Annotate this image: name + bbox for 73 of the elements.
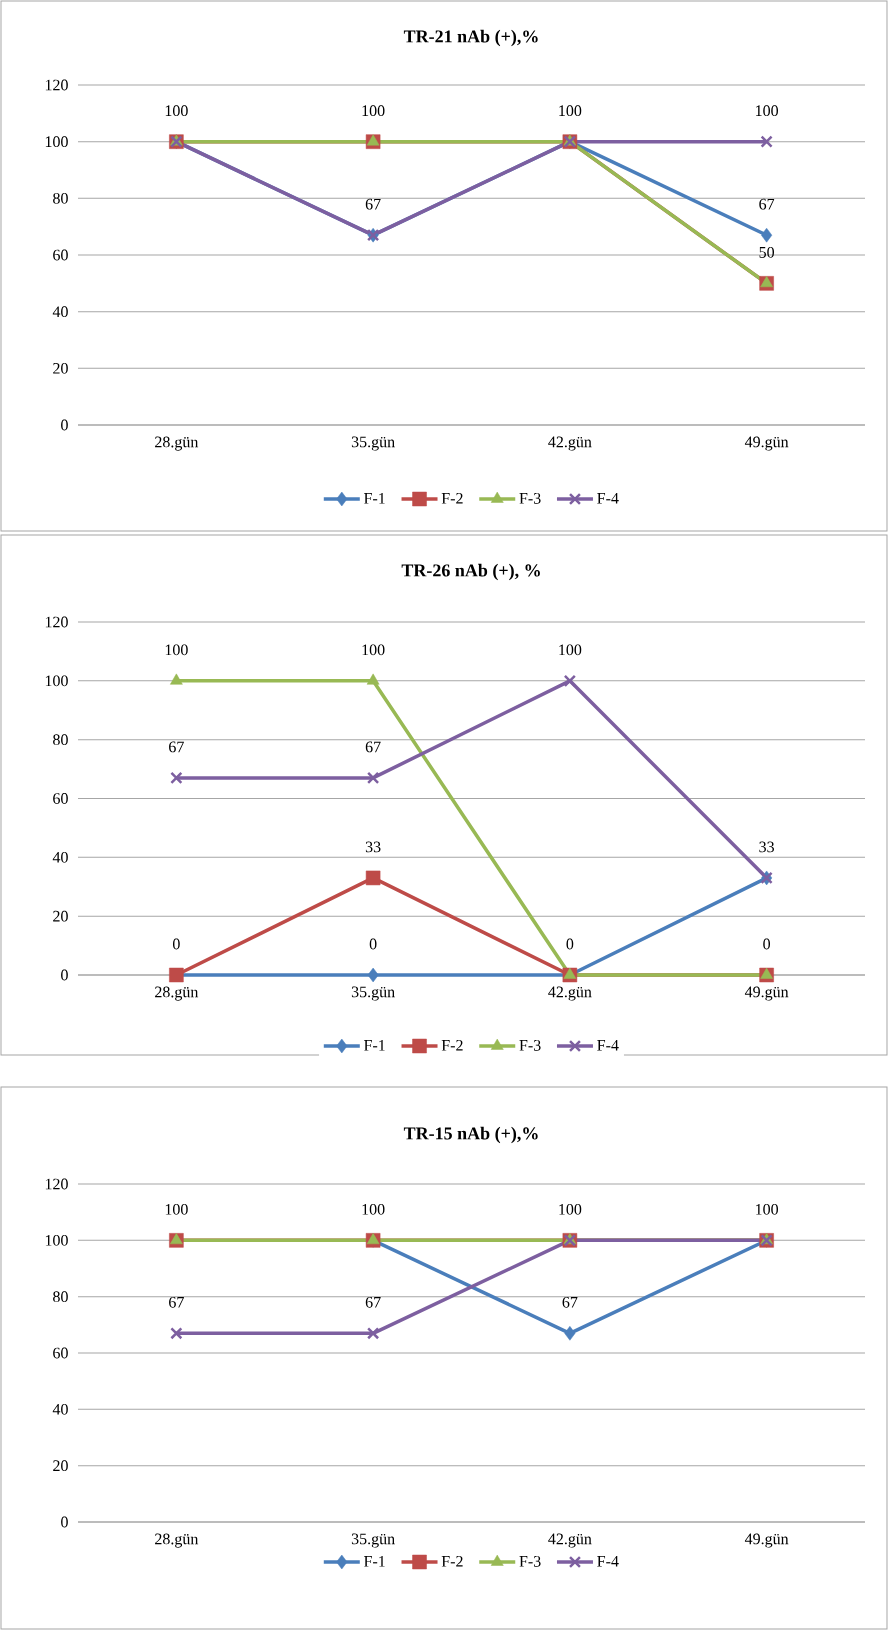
data-label: 100: [559, 644, 582, 656]
y-tick-label: 120: [45, 79, 68, 91]
x-tick-label: 35.gün: [351, 986, 395, 1001]
data-label: 67: [759, 198, 775, 210]
x-tick-label: 28.gün: [155, 436, 199, 451]
y-tick-label: 40: [52, 851, 68, 863]
data-label: 67: [562, 1296, 578, 1308]
y-tick-label: 20: [53, 1460, 68, 1472]
legend-label: F-1: [364, 1555, 385, 1567]
data-label: 0: [763, 938, 771, 950]
data-label: 33: [759, 841, 774, 853]
y-tick-label: 0: [61, 969, 68, 981]
y-tick-label: 100: [45, 675, 68, 687]
x-tick-label: 42.gün: [548, 436, 592, 451]
y-tick-label: 80: [53, 192, 68, 204]
y-tick-label: 60: [53, 249, 68, 261]
data-label: 100: [362, 1203, 385, 1215]
data-label: 67: [365, 741, 381, 753]
y-tick-label: 100: [45, 136, 68, 148]
x-tick-label: 49.gün: [744, 1533, 789, 1548]
legend-label: F-2: [441, 1555, 463, 1567]
legend-label: F-4: [597, 493, 619, 504]
legend-label: F-4: [597, 1556, 619, 1567]
data-label: 67: [365, 198, 381, 210]
x-tick-label: 28.gün: [155, 986, 199, 1001]
data-label: 100: [165, 105, 188, 117]
data-label: 100: [362, 105, 385, 117]
y-tick-label: 60: [53, 1347, 68, 1359]
legend-label: F-3: [519, 1555, 541, 1567]
x-tick-label: 28.gün: [155, 1533, 199, 1548]
data-label: 0: [172, 938, 180, 950]
y-tick-label: 60: [53, 793, 68, 804]
y-tick-label: 0: [61, 1516, 68, 1528]
data-label: 67: [169, 741, 184, 753]
data-label: 50: [759, 246, 775, 258]
x-tick-label: 42.gün: [548, 986, 592, 1001]
data-label: 100: [165, 1203, 188, 1215]
legend-label: F-1: [364, 1039, 385, 1051]
y-tick-label: 40: [52, 306, 68, 318]
y-tick-label: 80: [53, 734, 68, 746]
data-label: 100: [756, 1203, 779, 1215]
y-tick-label: 0: [61, 419, 68, 431]
legend-label: F-1: [364, 492, 385, 504]
data-label: 100: [362, 644, 385, 656]
data-label: 100: [165, 644, 188, 656]
chart-title: TR-15 nAb (+),%: [403, 1126, 538, 1144]
x-tick-label: 42.gün: [548, 1533, 592, 1548]
legend-label: F-4: [597, 1040, 619, 1051]
legend-label: F-2: [441, 1039, 463, 1051]
chart-title: TR-21 nAb (+),%: [403, 29, 538, 47]
y-tick-label: 20: [53, 362, 68, 374]
y-tick-label: 120: [45, 616, 68, 628]
legend-label: F-2: [441, 492, 463, 504]
x-tick-label: 49.gün: [744, 986, 789, 1001]
data-label: 67: [365, 1296, 381, 1308]
data-label: 100: [559, 105, 582, 117]
y-tick-label: 40: [52, 1403, 68, 1415]
legend-label: F-3: [519, 492, 541, 504]
y-tick-label: 80: [53, 1291, 68, 1303]
x-tick-label: 49.gün: [744, 436, 789, 451]
data-label: 100: [756, 105, 779, 117]
data-label: 0: [566, 938, 574, 950]
chart-title: TR-26 nAb (+), %: [401, 563, 540, 581]
y-tick-label: 100: [45, 1234, 68, 1246]
data-label: 67: [169, 1296, 184, 1308]
legend-label: F-3: [519, 1039, 541, 1051]
y-tick-label: 20: [53, 910, 68, 922]
data-label: 33: [365, 841, 381, 853]
data-label: 100: [559, 1203, 582, 1215]
y-tick-label: 120: [45, 1178, 68, 1190]
x-tick-label: 35.gün: [351, 436, 395, 451]
x-tick-label: 35.gün: [351, 1533, 395, 1548]
data-label: 0: [369, 938, 377, 950]
